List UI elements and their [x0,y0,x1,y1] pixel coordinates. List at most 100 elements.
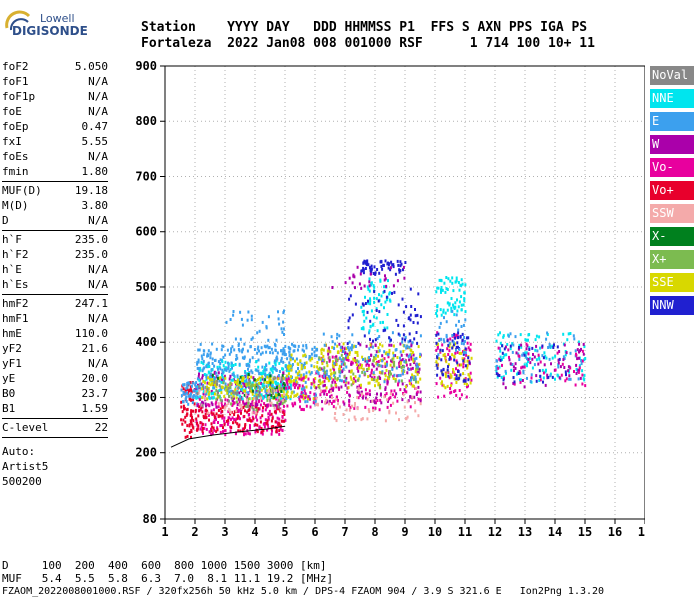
data-point [386,326,389,330]
data-point [436,345,439,349]
data-point [310,352,313,356]
data-point [535,379,538,383]
data-point [269,383,272,387]
data-point [456,341,459,345]
data-point [318,366,321,370]
data-point [220,377,223,381]
data-point [302,364,305,368]
param-row: B0 23.7 [2,386,108,401]
data-point [365,344,368,348]
data-point [262,428,265,432]
data-point [266,389,269,393]
data-point [284,344,287,348]
data-point [284,418,287,422]
param-label: h`F2 [2,248,29,261]
data-point [352,357,355,361]
data-point [435,363,438,367]
data-point [345,354,348,358]
data-point [356,367,359,370]
data-point [199,382,202,386]
data-point [254,386,257,390]
data-point [531,366,534,370]
data-point [308,395,311,399]
data-point [463,349,466,353]
data-point [186,434,189,438]
data-point [255,400,258,403]
data-point [260,388,263,392]
data-point [415,356,418,360]
data-point [448,349,451,353]
data-point [545,337,548,341]
data-point [438,357,441,361]
data-point [229,318,232,321]
data-point [221,344,224,348]
data-point [332,386,335,390]
data-point [262,370,265,373]
data-point [251,415,254,419]
data-point [252,402,255,405]
data-point [241,350,244,354]
data-point [245,385,247,389]
data-point [441,383,444,387]
data-point [378,370,381,374]
data-point [271,380,274,384]
data-point [389,266,392,270]
data-point [205,375,208,378]
data-point [375,362,378,366]
data-point [415,366,418,369]
data-point [275,420,278,424]
data-point [216,374,219,378]
data-point [210,429,213,433]
data-point [563,366,566,369]
data-point [518,345,520,349]
data-point [227,399,230,403]
data-point [288,346,291,350]
data-point [389,370,391,374]
data-point [282,376,285,380]
param-label: yF1 [2,357,22,370]
data-point [183,383,186,387]
data-point [394,379,397,383]
data-point [300,387,303,391]
data-point [200,354,203,358]
data-point [361,355,364,359]
data-point [187,394,190,398]
data-point [199,408,202,412]
data-point [455,348,457,352]
data-point [345,347,348,351]
data-point [374,343,377,347]
data-point [437,286,440,290]
data-point [211,373,214,377]
data-point [180,418,183,422]
data-point [253,396,256,400]
data-point [275,357,278,361]
data-point [200,406,203,410]
param-row: foF2 5.050 [2,59,108,74]
data-point [289,364,292,368]
data-point [445,276,448,279]
data-point [263,384,266,388]
data-point [334,342,337,346]
data-point [291,402,294,406]
data-point [275,430,278,434]
data-point [525,347,528,351]
data-point [295,357,298,361]
data-point [227,365,230,368]
data-point [269,398,272,402]
data-point [463,350,465,354]
param-row: h`F 235.0 [2,232,108,247]
data-point [292,404,295,408]
data-point [238,378,240,381]
data-point [201,357,204,361]
data-point [446,301,449,305]
data-point [194,389,197,393]
data-point [270,425,273,429]
data-point [235,392,238,396]
data-point [411,366,414,370]
data-point [376,399,379,402]
data-point [271,396,274,400]
data-point [514,362,517,366]
data-point [221,409,224,413]
data-point [414,370,417,374]
data-point [443,394,446,398]
